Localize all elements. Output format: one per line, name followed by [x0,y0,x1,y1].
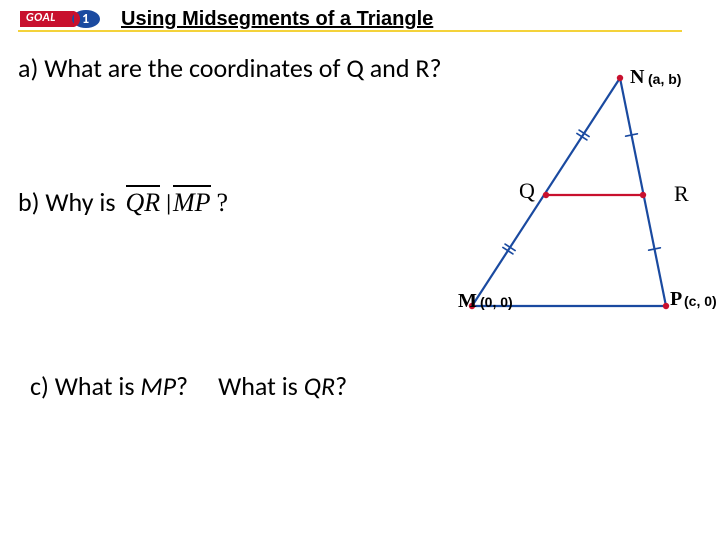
vertex-r-label: R [674,181,689,207]
header: GOAL 1 Using Midsegments of a Triangle [18,6,433,32]
question-b-suffix: ? [217,188,229,218]
question-b-math: QR || MP ? [126,188,229,218]
goal-label: GOAL [26,11,56,25]
vertex-p-coord: (c, 0) [684,293,717,309]
vertex-q-label: Q [519,178,535,204]
vertex-n-label: N [630,66,644,89]
segment-mp: MP [173,188,211,218]
triangle-diagram [440,60,700,320]
question-b-prefix: b) Why is [18,186,116,218]
question-c: c) What is MP? What is QR? [30,370,347,402]
question-c1: c) What is MP? [30,370,188,402]
question-a: a) What are the coordinates of Q and R? [18,52,442,84]
question-b: b) Why is QR || MP ? [18,186,228,218]
goal-badge: GOAL 1 [18,9,103,29]
parallel-icon: || [166,190,167,216]
page-title: Using Midsegments of a Triangle [121,8,433,31]
vertex-m-coord: (0, 0) [480,294,513,310]
vertex-m-label: M [458,290,477,313]
segment-qr: QR [126,188,161,218]
question-c2: What is QR? [218,370,347,402]
goal-number: 1 [82,10,89,27]
header-underline [18,30,682,32]
vertex-p-label: P [670,288,682,311]
vertex-n-coord: (a, b) [648,71,681,87]
